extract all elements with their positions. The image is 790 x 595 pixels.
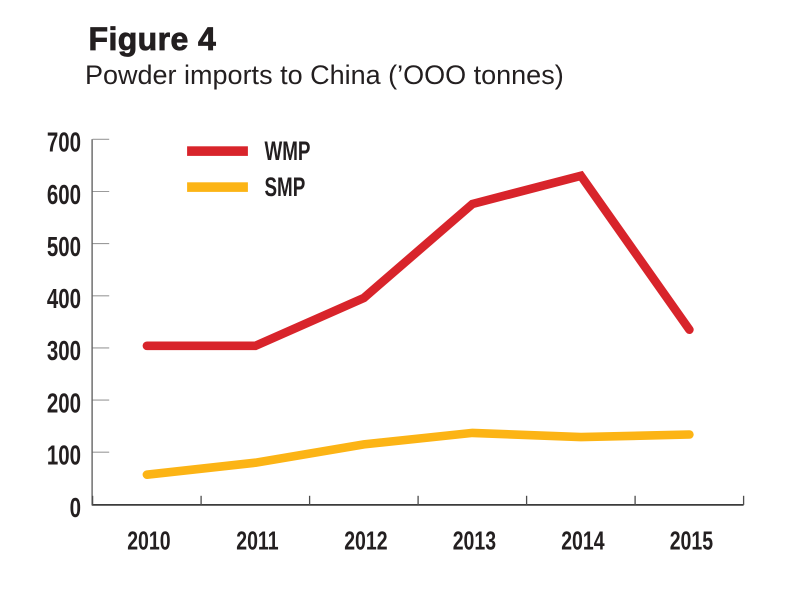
svg-text:2013: 2013: [453, 526, 496, 555]
svg-text:100: 100: [47, 441, 81, 472]
svg-text:2011: 2011: [236, 526, 278, 555]
svg-text:600: 600: [47, 180, 81, 211]
svg-text:700: 700: [47, 128, 81, 159]
svg-text:500: 500: [47, 232, 81, 263]
svg-text:2014: 2014: [561, 526, 605, 555]
svg-text:2010: 2010: [127, 526, 170, 555]
svg-text:400: 400: [47, 284, 81, 315]
svg-text:SMP: SMP: [265, 172, 306, 202]
svg-text:Figure 4: Figure 4: [89, 21, 217, 57]
svg-text:0: 0: [70, 493, 81, 524]
svg-text:300: 300: [47, 336, 81, 367]
svg-text:2015: 2015: [670, 526, 714, 555]
svg-text:2012: 2012: [344, 526, 387, 555]
svg-text:WMP: WMP: [265, 136, 311, 166]
svg-text:200: 200: [47, 389, 81, 420]
svg-text:Powder imports to China (’OOO: Powder imports to China (’OOO tonnes): [85, 60, 564, 90]
